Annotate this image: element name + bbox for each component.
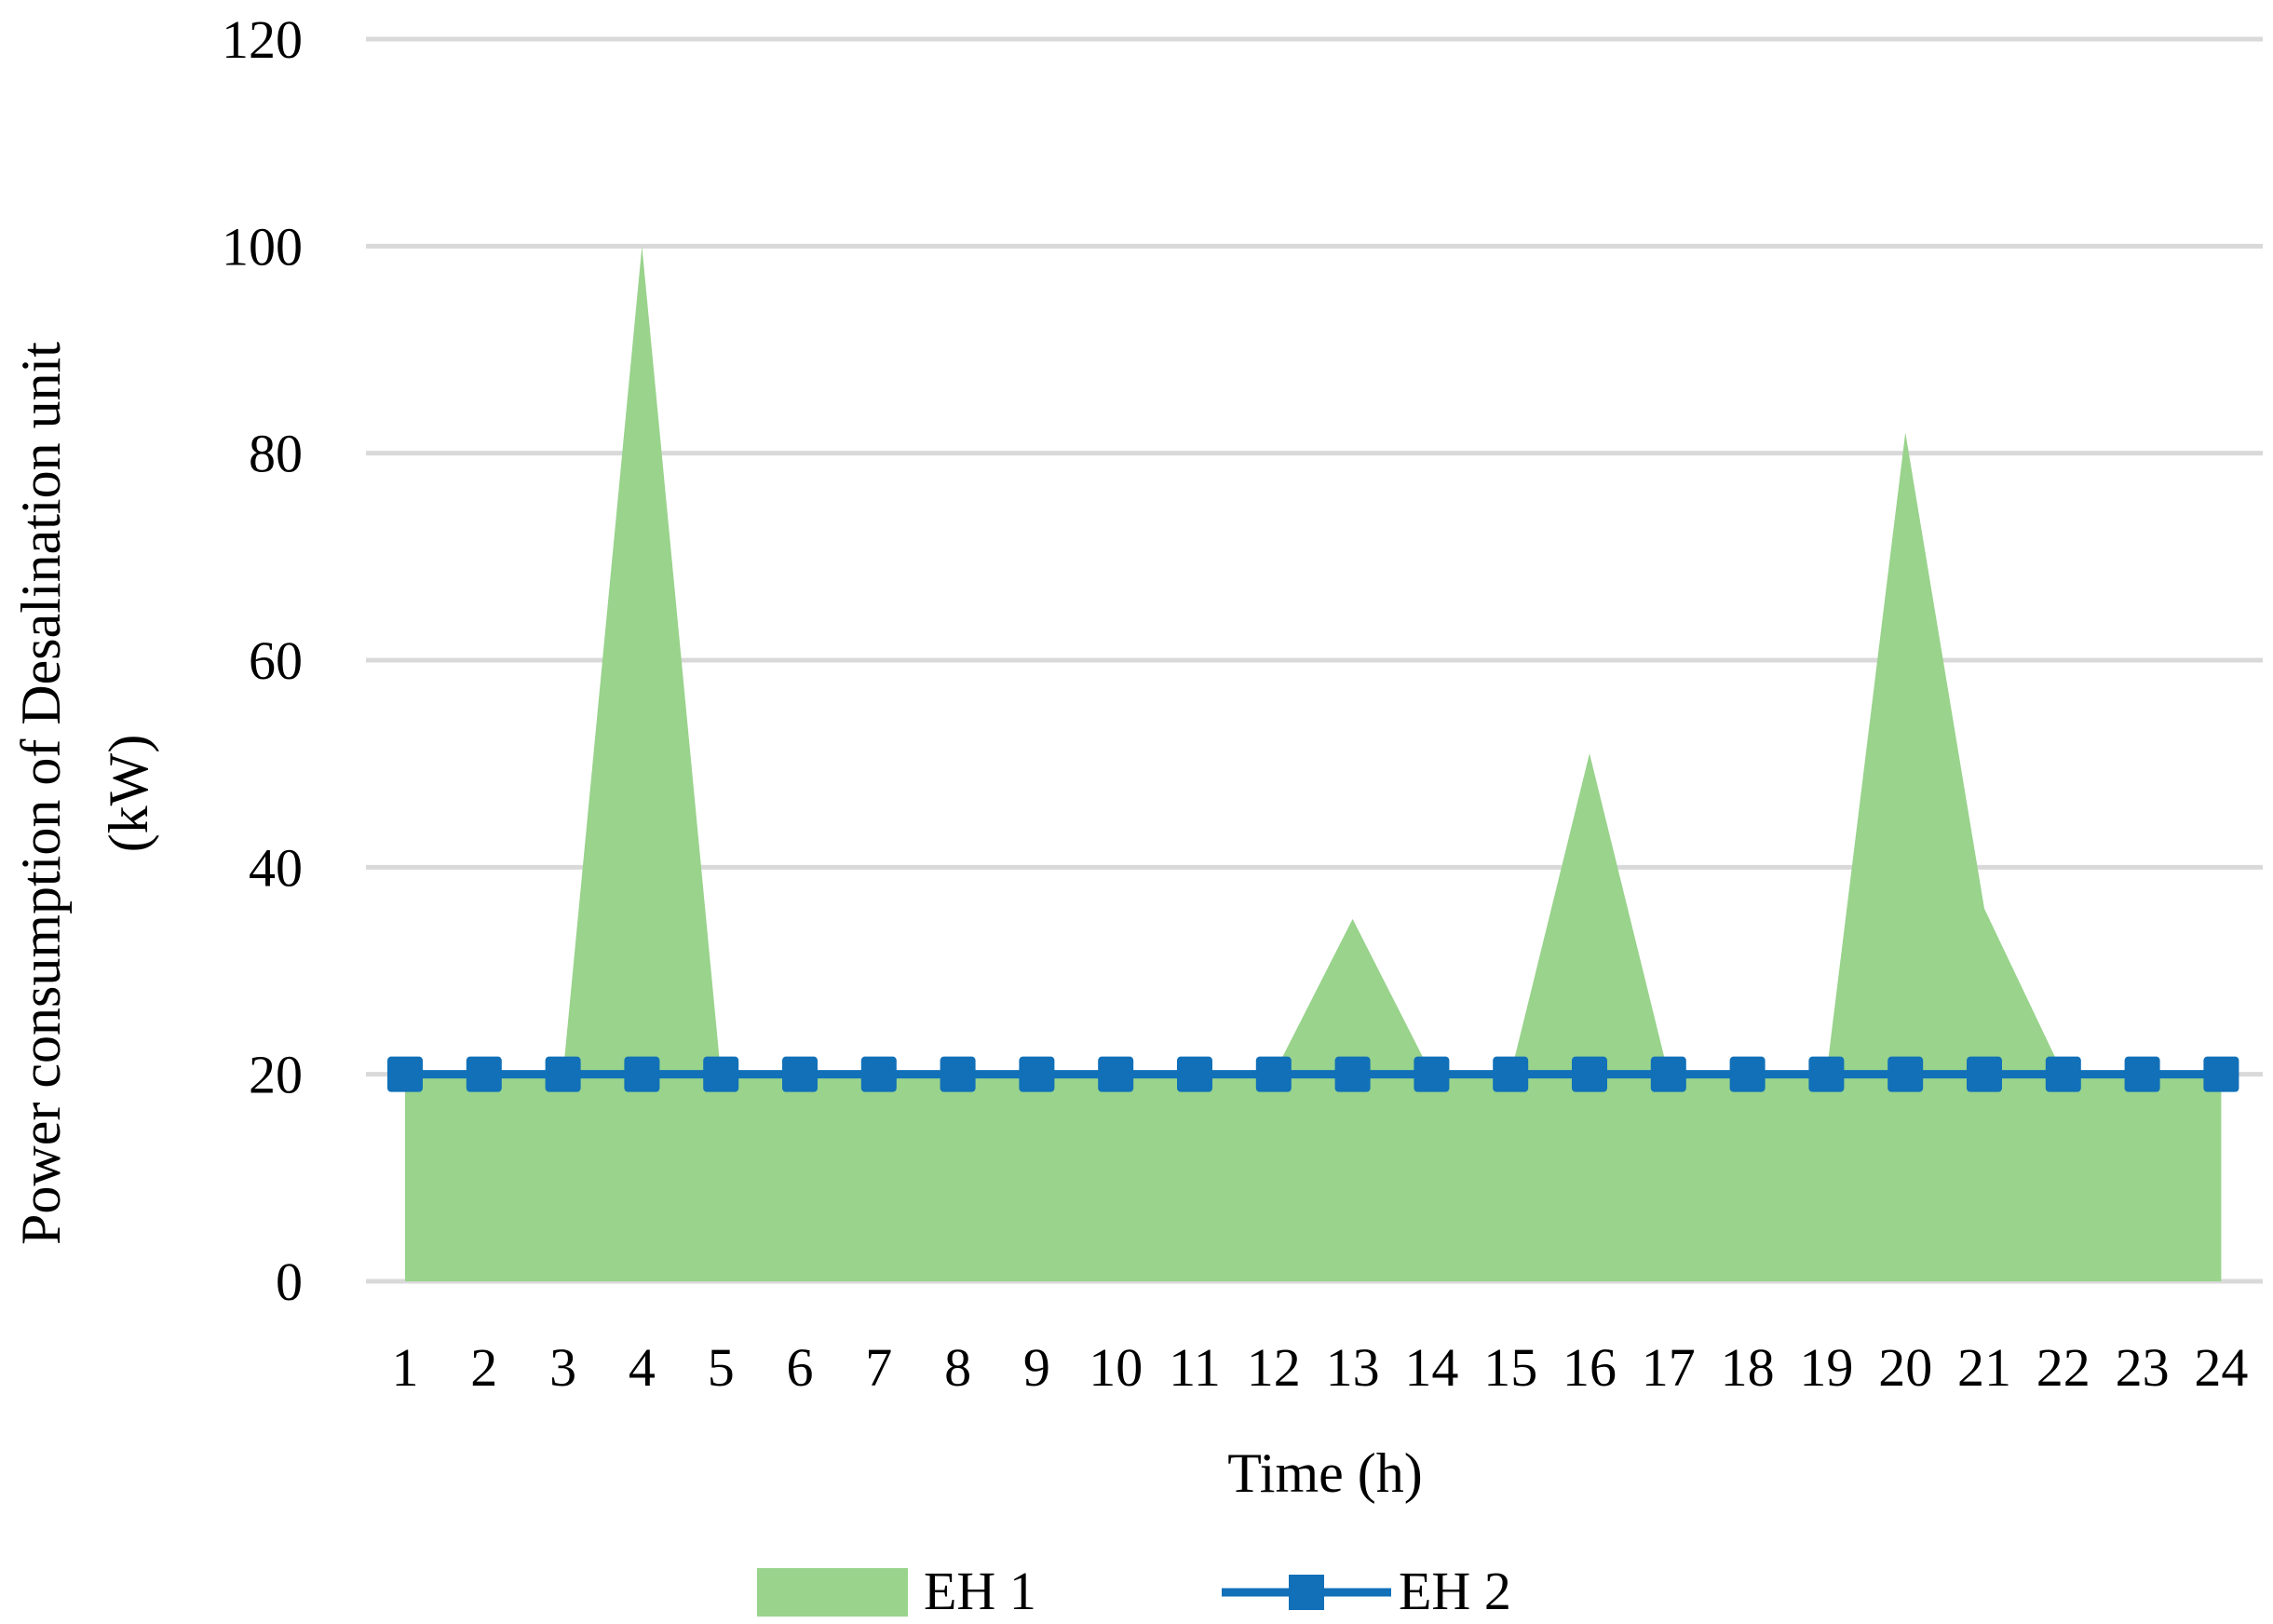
y-tick-label: 120 (222, 9, 303, 70)
x-tick-label: 16 (1563, 1337, 1617, 1398)
x-tick-label: 5 (708, 1337, 735, 1398)
x-tick-label: 24 (2194, 1337, 2248, 1398)
x-tick-label: 19 (1799, 1337, 1853, 1398)
x-tick-label: 1 (392, 1337, 419, 1398)
y-tick-label: 100 (222, 216, 303, 277)
x-tick-label: 17 (1642, 1337, 1696, 1398)
eh2-marker (1967, 1056, 2002, 1092)
x-tick-label: 20 (1878, 1337, 1932, 1398)
x-tick-label: 4 (629, 1337, 656, 1398)
x-tick-label: 12 (1247, 1337, 1301, 1398)
legend-label-eh1: EH 1 (924, 1561, 1036, 1621)
eh2-marker (1177, 1056, 1212, 1092)
y-axis-title-line-1: Power consumption of Desalination unit (10, 342, 72, 1245)
y-axis-title-line-2: (kW) (98, 735, 159, 853)
y-tick-label: 80 (249, 424, 303, 484)
eh2-marker (860, 1056, 897, 1092)
y-axis-ticks: 0 20 40 60 80 100 120 (222, 9, 303, 1312)
legend-swatch-eh1 (757, 1568, 908, 1617)
eh2-marker (1098, 1056, 1134, 1092)
y-tick-label: 0 (276, 1252, 303, 1312)
eh2-marker (1572, 1056, 1607, 1092)
eh2-marker (387, 1056, 423, 1092)
eh1-area-series (405, 246, 2222, 1281)
eh2-marker (1019, 1056, 1055, 1092)
x-tick-label: 7 (865, 1337, 892, 1398)
x-tick-label: 9 (1023, 1337, 1050, 1398)
eh2-marker (1414, 1056, 1450, 1092)
legend: EH 1 EH 2 (757, 1561, 1511, 1621)
eh2-marker (703, 1056, 739, 1092)
eh1-area (405, 246, 2222, 1281)
legend-marker-eh2 (1289, 1575, 1324, 1610)
x-tick-label: 23 (2116, 1337, 2170, 1398)
x-tick-label: 10 (1089, 1337, 1143, 1398)
x-tick-label: 3 (549, 1337, 576, 1398)
eh2-marker (2203, 1056, 2239, 1092)
x-tick-label: 2 (470, 1337, 497, 1398)
eh2-marker (1729, 1056, 1766, 1092)
eh2-marker (940, 1056, 976, 1092)
eh2-line-series (387, 1056, 2239, 1092)
x-tick-label: 15 (1483, 1337, 1537, 1398)
eh2-marker (1887, 1056, 1924, 1092)
eh2-marker (466, 1056, 502, 1092)
y-tick-label: 60 (249, 630, 303, 691)
y-axis-title: Power consumption of Desalination unit (… (10, 342, 159, 1245)
y-tick-label: 40 (249, 837, 303, 898)
x-tick-label: 8 (944, 1337, 971, 1398)
x-tick-label: 6 (787, 1337, 814, 1398)
eh2-marker (2045, 1056, 2081, 1092)
eh2-marker (1255, 1056, 1292, 1092)
x-tick-label: 11 (1169, 1337, 1221, 1398)
eh2-marker (1493, 1056, 1529, 1092)
y-tick-label: 20 (249, 1045, 303, 1105)
eh2-marker (1808, 1056, 1845, 1092)
x-tick-label: 13 (1326, 1337, 1380, 1398)
x-tick-label: 18 (1721, 1337, 1775, 1398)
x-axis-title: Time (h) (1227, 1442, 1422, 1504)
eh2-marker (1334, 1056, 1371, 1092)
x-tick-label: 14 (1404, 1337, 1458, 1398)
eh2-marker (1650, 1056, 1686, 1092)
eh2-marker (782, 1056, 818, 1092)
eh2-marker (2124, 1056, 2160, 1092)
x-axis-ticks: 1 2 3 4 5 6 7 8 9 10 11 12 13 14 15 16 17 18 19 20 21 22 23 24 (392, 1337, 2249, 1398)
x-tick-label: 21 (1957, 1337, 2011, 1398)
x-tick-label: 22 (2036, 1337, 2090, 1398)
eh2-marker (624, 1056, 660, 1092)
eh2-marker (545, 1056, 581, 1092)
legend-label-eh2: EH 2 (1399, 1561, 1511, 1621)
